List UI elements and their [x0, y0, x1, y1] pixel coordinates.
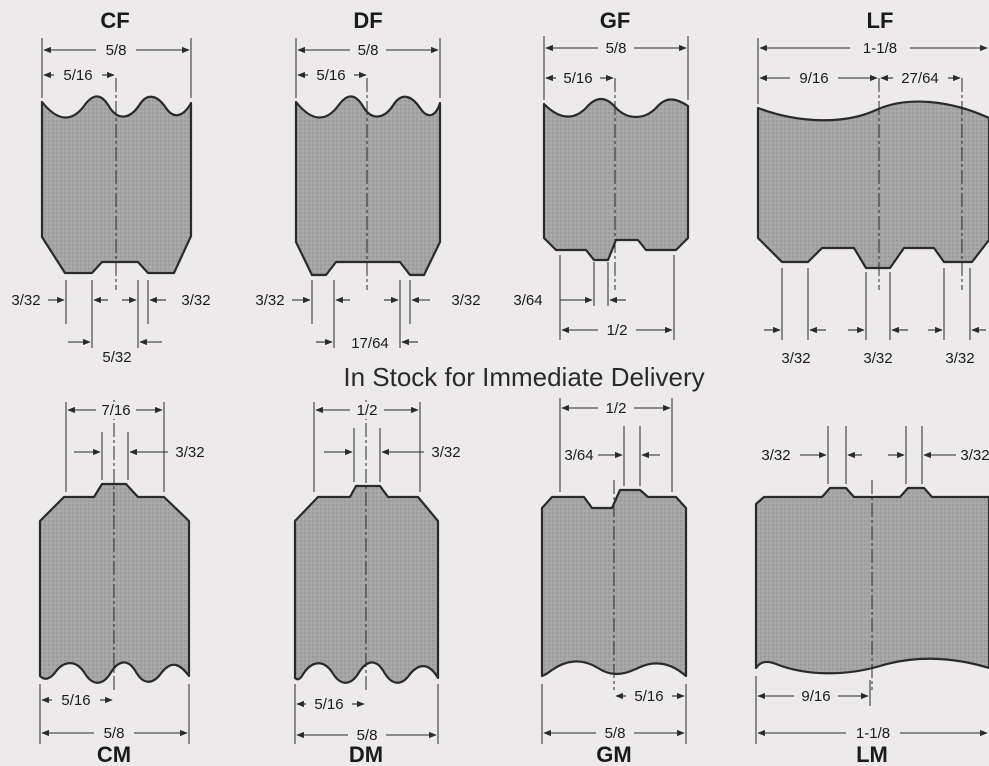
profile-df: DF 5/8 5/16 3/32 3/32 17/64: [253, 8, 483, 352]
label-background: [602, 725, 628, 742]
label-background: [943, 350, 977, 367]
label-background: [354, 727, 380, 744]
profile-cf: CF 5/8 5/16 3/32 3/32 5/32: [9, 8, 213, 366]
dim-label: 1/2: [606, 400, 627, 417]
profile-gf: GF 5/8 5/16 3/64 1/2: [511, 8, 690, 340]
label-background: [349, 335, 391, 352]
dim-label: 27/64: [901, 70, 939, 87]
dim-label: 3/32: [761, 447, 790, 464]
dim-label: 9/16: [801, 688, 830, 705]
dim-label: 17/64: [351, 335, 389, 352]
label-background: [603, 400, 629, 417]
dim-label: 3/32: [945, 350, 974, 367]
label-background: [253, 292, 287, 309]
dim-label: 3/64: [513, 292, 542, 309]
label-background: [312, 696, 346, 713]
profile-title: DF: [353, 8, 382, 33]
dim-label: 7/16: [101, 402, 130, 419]
dim-label: 5/8: [104, 725, 125, 742]
label-background: [355, 42, 381, 59]
label-background: [179, 292, 213, 309]
dim-label: 3/32: [255, 292, 284, 309]
label-background: [797, 70, 831, 87]
label-background: [101, 725, 127, 742]
label-background: [562, 447, 596, 464]
profile-title: GF: [600, 8, 631, 33]
dim-label: 5/32: [102, 349, 131, 366]
dim-label: 3/32: [960, 447, 989, 464]
dim-label: 5/8: [606, 40, 627, 57]
label-background: [9, 292, 43, 309]
label-background: [603, 40, 629, 57]
dim-label: 1-1/8: [856, 725, 890, 742]
label-background: [429, 444, 463, 461]
label-background: [958, 447, 989, 464]
label-background: [354, 402, 380, 419]
label-background: [632, 688, 666, 705]
dim-label: 5/16: [63, 67, 92, 84]
cutter-profile-shape: [38, 482, 191, 684]
label-background: [561, 70, 595, 87]
profile-lf: LF 1-1/8 9/16 27/64 3/32 3/32 3/32: [756, 8, 989, 367]
dim-label: 5/16: [314, 696, 343, 713]
profile-title: CM: [97, 742, 131, 766]
dim-label: 3/32: [431, 444, 460, 461]
label-background: [173, 444, 207, 461]
cutter-profile-shape: [542, 97, 690, 262]
label-background: [759, 447, 793, 464]
label-background: [860, 40, 900, 57]
label-background: [799, 688, 833, 705]
dim-label: 3/32: [181, 292, 210, 309]
profile-title: CF: [100, 8, 129, 33]
dim-label: 9/16: [799, 70, 828, 87]
label-background: [853, 725, 893, 742]
cutter-profile-shape: [40, 95, 193, 275]
dim-label: 5/16: [563, 70, 592, 87]
dim-label: 5/8: [358, 42, 379, 59]
dim-label: 3/32: [863, 350, 892, 367]
dim-label: 5/16: [316, 67, 345, 84]
dim-label: 1/2: [357, 402, 378, 419]
dim-label: 5/16: [634, 688, 663, 705]
profile-title: GM: [596, 742, 631, 766]
label-background: [449, 292, 483, 309]
dim-label: 5/8: [357, 727, 378, 744]
profile-title: DM: [349, 742, 383, 766]
label-background: [779, 350, 813, 367]
dim-label: 3/32: [175, 444, 204, 461]
dim-label: 5/8: [106, 42, 127, 59]
dim-label: 3/32: [781, 350, 810, 367]
profile-title: LM: [856, 742, 888, 766]
label-background: [511, 292, 545, 309]
label-background: [314, 67, 348, 84]
label-background: [861, 350, 895, 367]
label-background: [103, 42, 129, 59]
stock-banner: In Stock for Immediate Delivery: [343, 362, 704, 392]
label-background: [100, 349, 134, 366]
profile-cm: 7/16 3/32 5/16 5/8 CM: [38, 400, 207, 766]
label-background: [59, 692, 93, 709]
dim-label: 5/16: [61, 692, 90, 709]
profile-title: LF: [867, 8, 894, 33]
dim-label: 1/2: [607, 322, 628, 339]
profile-gm: 1/2 3/64 5/16 5/8 GM: [540, 398, 688, 766]
label-background: [899, 70, 941, 87]
label-background: [61, 67, 95, 84]
dim-label: 3/64: [564, 447, 593, 464]
cutter-profile-shape: [756, 100, 989, 270]
cutter-profile-shape: [294, 95, 442, 277]
label-background: [99, 402, 133, 419]
profile-dm: 1/2 3/32 5/16 5/8 DM: [293, 400, 463, 766]
dim-label: 3/32: [11, 292, 40, 309]
profile-lm: 3/32 3/32 9/16 1-1/8 LM: [754, 426, 989, 766]
dim-label: 5/8: [605, 725, 626, 742]
dim-label: 3/32: [451, 292, 480, 309]
label-background: [604, 322, 630, 339]
dim-label: 1-1/8: [863, 40, 897, 57]
